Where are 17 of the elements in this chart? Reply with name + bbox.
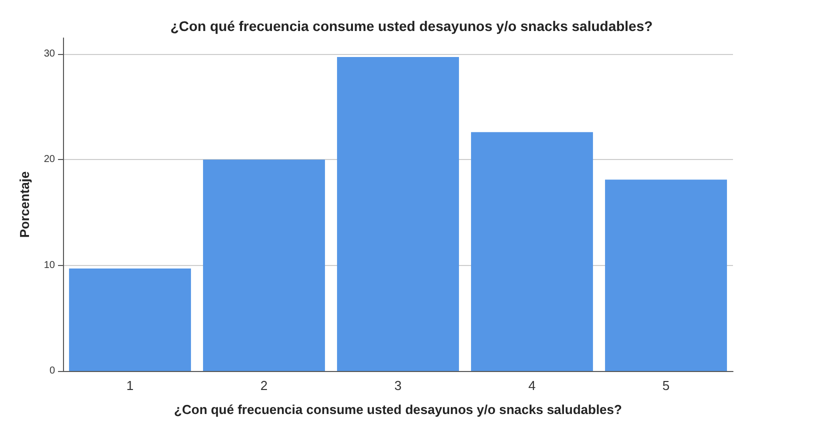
x-tick-label: 5 (662, 378, 670, 393)
x-tick-label: 1 (126, 378, 134, 393)
bar (337, 57, 459, 371)
x-tick-label: 4 (528, 378, 536, 393)
bar (471, 132, 593, 371)
x-tick-label: 2 (260, 378, 268, 393)
y-tick-label: 0 (49, 366, 56, 376)
y-tick-label: 30 (44, 48, 56, 60)
bar (605, 180, 727, 371)
y-tick-label: 20 (44, 154, 56, 166)
y-tick-label: 10 (44, 260, 56, 271)
bar (203, 160, 325, 371)
chart-title: ¿Con qué frecuencia consume usted desayunos y/o snacks saludables? (170, 18, 653, 34)
x-axis-title: ¿Con qué frecuencia consume usted desayunos y/o snacks saludables? (174, 402, 622, 417)
y-axis-title: Porcentaje (17, 171, 32, 238)
bar (69, 268, 191, 371)
x-tick-label: 3 (394, 378, 402, 393)
